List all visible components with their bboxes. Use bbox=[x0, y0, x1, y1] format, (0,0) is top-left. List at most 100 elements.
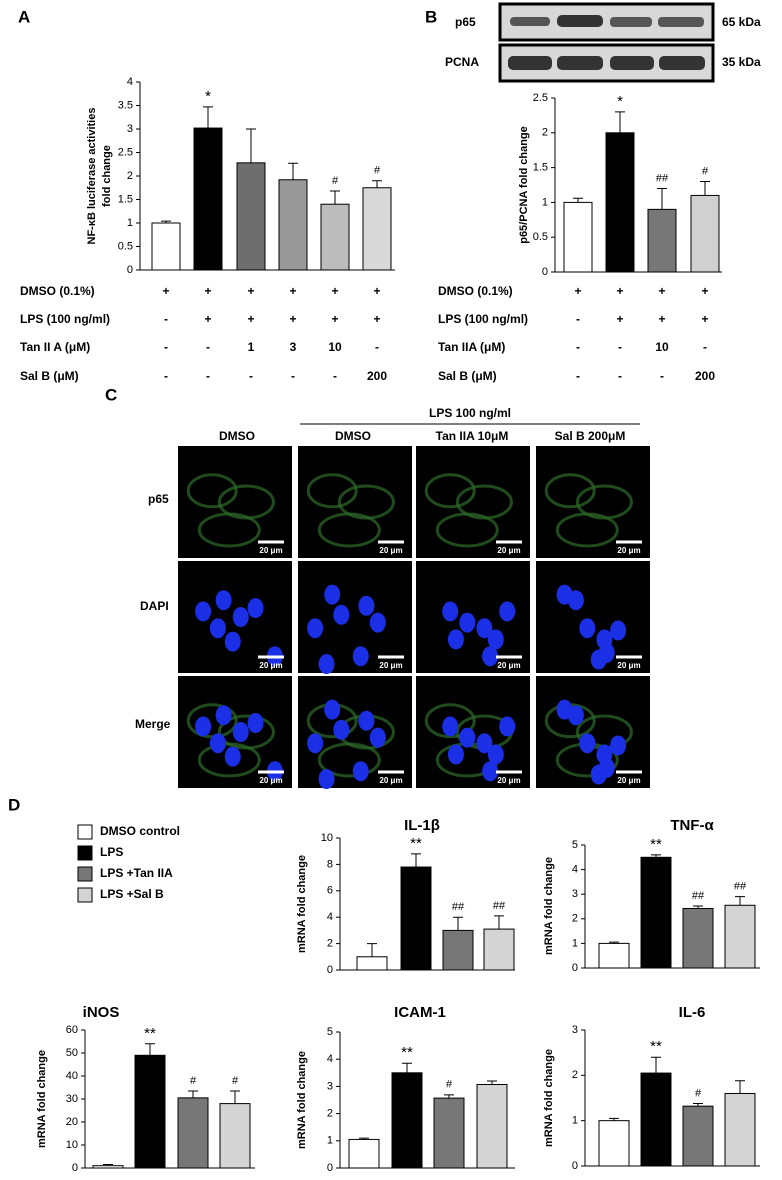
cytoplasm bbox=[424, 703, 476, 739]
annotation: ** bbox=[401, 1044, 413, 1061]
nucleus bbox=[224, 631, 241, 652]
table-cell: 10 bbox=[655, 340, 669, 354]
chart-title: IL-1β bbox=[404, 817, 440, 834]
table-cell: + bbox=[373, 284, 380, 298]
table-cell: 200 bbox=[695, 369, 715, 383]
error-bar bbox=[700, 181, 710, 196]
panel-label: B bbox=[425, 7, 437, 26]
bar bbox=[278, 179, 308, 271]
nucleus bbox=[352, 761, 369, 782]
bar bbox=[690, 194, 720, 273]
group-label: LPS 100 ng/ml bbox=[429, 406, 511, 420]
table-cell: 3 bbox=[290, 340, 297, 354]
row-label: Tan IIA (μM) bbox=[438, 340, 505, 354]
table-cell: - bbox=[660, 369, 664, 383]
band bbox=[658, 17, 704, 27]
cytoplasm bbox=[197, 742, 261, 778]
nucleus bbox=[247, 713, 264, 734]
nucleus bbox=[369, 612, 386, 633]
error-bar bbox=[657, 187, 667, 210]
cytoplasm bbox=[544, 473, 596, 509]
blot-bands bbox=[508, 15, 705, 70]
annotation: * bbox=[205, 88, 211, 105]
table-cell: - bbox=[206, 340, 210, 354]
y-tick-label: 30 bbox=[66, 1093, 78, 1105]
legend-swatch bbox=[77, 824, 93, 840]
error-bar bbox=[372, 180, 382, 188]
nucleus bbox=[476, 618, 493, 639]
nucleus bbox=[324, 699, 341, 720]
blot-label: PCNA bbox=[445, 55, 479, 69]
scale-label: 20 μm bbox=[259, 776, 282, 785]
y-axis-label: mRNA fold change bbox=[36, 1050, 48, 1148]
y-tick-label: 1 bbox=[542, 196, 548, 208]
annotation: # bbox=[446, 1079, 453, 1091]
table-cell: + bbox=[331, 312, 338, 326]
error-bar bbox=[145, 1043, 155, 1056]
legend-swatch bbox=[77, 845, 93, 861]
scale-label: 20 μm bbox=[259, 546, 282, 555]
cytoplasm bbox=[555, 512, 619, 548]
y-tick-label: 8 bbox=[327, 858, 333, 870]
nucleus bbox=[447, 629, 464, 650]
row-label: Merge bbox=[135, 717, 171, 731]
table-cell: + bbox=[204, 312, 211, 326]
blot-label: p65 bbox=[455, 15, 476, 29]
legend-swatch bbox=[77, 866, 93, 882]
table-cell: + bbox=[289, 312, 296, 326]
bar bbox=[647, 208, 677, 273]
bar bbox=[598, 942, 630, 969]
table-cell: - bbox=[164, 369, 168, 383]
nucleus bbox=[590, 649, 607, 670]
bar bbox=[151, 222, 181, 271]
nucleus bbox=[247, 598, 264, 619]
y-tick-label: 40 bbox=[66, 1070, 78, 1082]
bar bbox=[92, 1165, 124, 1169]
table-cell: - bbox=[206, 369, 210, 383]
error-bar bbox=[411, 853, 421, 868]
y-tick-label: 1 bbox=[327, 1135, 333, 1147]
y-axis-label: mRNA fold change bbox=[296, 855, 308, 953]
bar bbox=[356, 956, 388, 971]
annotation: ## bbox=[692, 890, 705, 902]
cytoplasm bbox=[306, 473, 358, 509]
y-tick-label: 4 bbox=[327, 1053, 333, 1065]
error-bar bbox=[367, 943, 377, 957]
bar bbox=[724, 904, 756, 969]
error-bar bbox=[573, 197, 583, 203]
error-bar bbox=[693, 1102, 703, 1107]
y-axis-label: NF-κB luciferase activities bbox=[86, 108, 98, 245]
y-tick-label: 5 bbox=[572, 839, 578, 851]
row-label: Tan II A (μM) bbox=[20, 340, 90, 354]
table-cell: 1 bbox=[248, 340, 255, 354]
bar bbox=[640, 1072, 672, 1167]
bar bbox=[400, 866, 432, 971]
scale-label: 20 μm bbox=[497, 546, 520, 555]
annotation: ** bbox=[650, 1038, 662, 1055]
row-label: DMSO (0.1%) bbox=[438, 284, 513, 298]
nucleus bbox=[232, 607, 249, 627]
nucleus bbox=[442, 716, 459, 737]
annotation: ## bbox=[734, 881, 747, 893]
nucleus bbox=[209, 618, 226, 639]
bar bbox=[362, 187, 392, 271]
error-bar bbox=[494, 915, 504, 930]
error-bar bbox=[103, 1164, 113, 1166]
bar bbox=[391, 1072, 423, 1169]
annotation: # bbox=[232, 1075, 239, 1087]
table-cell: + bbox=[701, 284, 708, 298]
bar bbox=[640, 856, 672, 969]
nucleus bbox=[358, 710, 375, 731]
error-bar bbox=[651, 1056, 661, 1074]
nucleus bbox=[324, 584, 341, 605]
y-tick-label: 3 bbox=[327, 1080, 333, 1092]
y-tick-label: 0 bbox=[542, 266, 548, 278]
nucleus bbox=[487, 744, 504, 765]
cytoplasm bbox=[317, 512, 381, 548]
nucleus bbox=[567, 590, 584, 611]
table-cell: + bbox=[658, 284, 665, 298]
bar bbox=[682, 1105, 714, 1167]
blot-size: 65 kDa bbox=[722, 15, 761, 29]
